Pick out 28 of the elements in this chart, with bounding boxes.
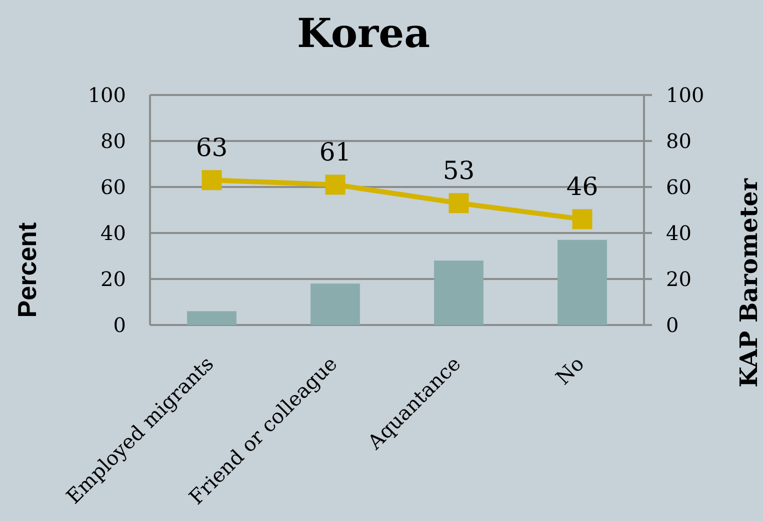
chart-title: Korea [296, 10, 430, 57]
y2-tick-label: 0 [666, 313, 679, 337]
y-tick-label: 0 [113, 313, 126, 337]
y-tick-label: 20 [100, 267, 126, 291]
data-label: 63 [196, 133, 228, 162]
bar [187, 311, 236, 325]
y-tick-label: 100 [88, 83, 126, 107]
y-axis-title: Percent [12, 222, 42, 318]
bar [434, 260, 484, 325]
y2-tick-label: 20 [666, 267, 692, 291]
y-tick-label: 40 [100, 221, 126, 245]
y2-tick-label: 40 [666, 221, 692, 245]
y2-axis-title: KAP Barometer [734, 178, 763, 388]
y2-tick-label: 60 [666, 175, 692, 199]
bar [310, 284, 360, 325]
y2-tick-label: 100 [666, 83, 704, 107]
point [448, 193, 469, 214]
point [572, 209, 592, 230]
y-tick-label: 80 [100, 129, 126, 153]
point [325, 174, 346, 195]
bar [558, 240, 607, 325]
y-tick-label: 60 [100, 175, 126, 199]
y2-tick-label: 80 [666, 129, 692, 153]
data-label: 61 [319, 138, 352, 167]
data-label: 53 [442, 156, 475, 186]
x-tick-label: No [550, 352, 589, 390]
data-label: 46 [566, 172, 598, 202]
point [202, 170, 222, 190]
